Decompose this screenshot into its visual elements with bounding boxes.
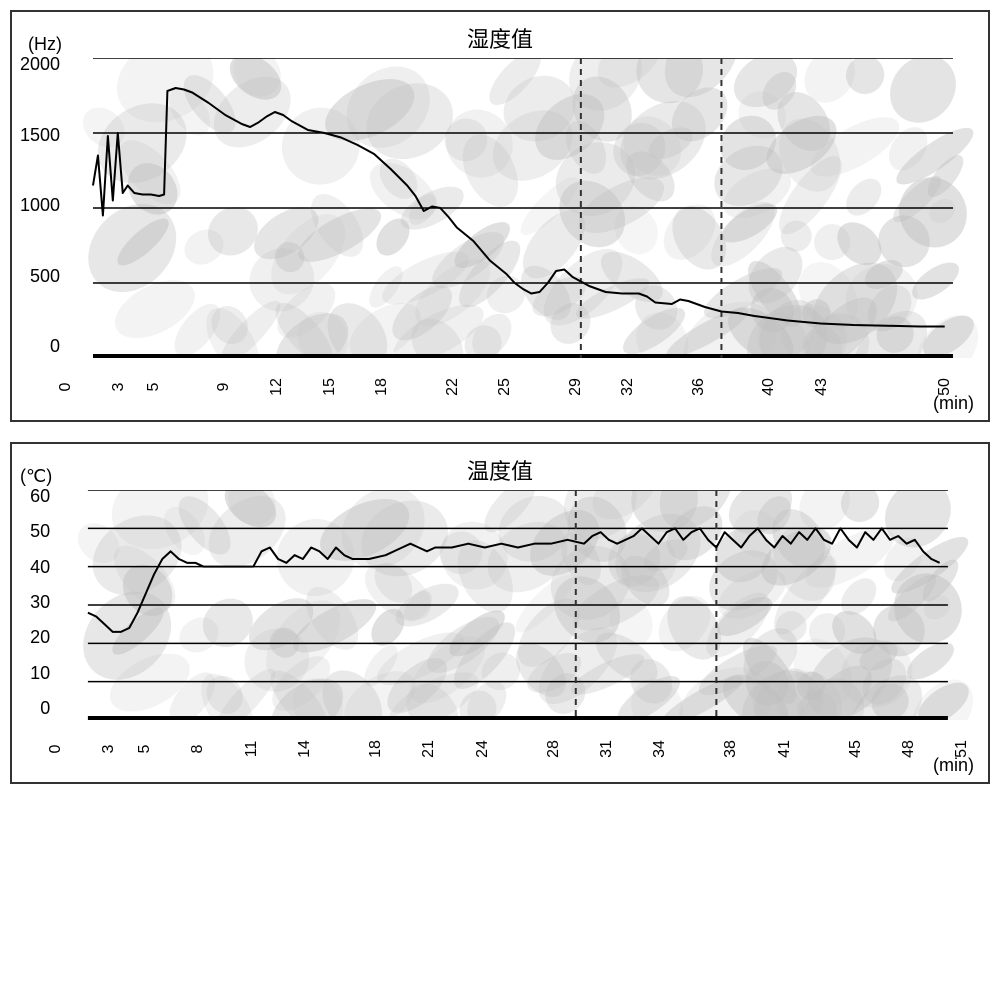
y-tick-label: 500 xyxy=(30,267,60,285)
y-tick-label: 20 xyxy=(30,628,50,646)
x-tick-label: 9 xyxy=(215,383,233,392)
x-tick-label: 18 xyxy=(367,740,385,758)
x-tick-label: 21 xyxy=(420,740,438,758)
y-tick-label: 1500 xyxy=(20,126,60,144)
x-tick-label: 14 xyxy=(296,740,314,758)
x-tick-label: 5 xyxy=(145,383,163,392)
x-axis-ticks: 03591215182225293236404350 xyxy=(66,364,980,408)
x-tick-label: 15 xyxy=(321,378,339,396)
y-tick-label: 2000 xyxy=(20,55,60,73)
x-tick-label: 18 xyxy=(373,378,391,396)
y-axis-ticks: 2000 1500 1000 500 0 xyxy=(20,55,66,355)
y-axis-unit: (℃) xyxy=(20,466,52,487)
temperature-plot xyxy=(56,490,980,720)
y-axis-unit: (Hz) xyxy=(28,34,62,55)
temperature-chart-panel: (min) 温度值 (℃) 6050403020100 035811141821… xyxy=(10,442,990,784)
x-tick-label: 25 xyxy=(496,378,514,396)
x-tick-label: 5 xyxy=(136,745,154,754)
x-tick-label: 28 xyxy=(545,740,563,758)
y-tick-label: 0 xyxy=(50,337,60,355)
x-tick-label: 0 xyxy=(57,383,75,392)
x-tick-label: 45 xyxy=(847,740,865,758)
y-tick-label: 10 xyxy=(30,664,50,682)
x-tick-label: 40 xyxy=(760,378,778,396)
x-tick-label: 3 xyxy=(110,383,128,392)
y-tick-label: 30 xyxy=(30,593,50,611)
humidity-chart-panel: (min) 湿度值 (Hz) 2000150010005000 03591215… xyxy=(10,10,990,422)
x-tick-label: 12 xyxy=(268,378,286,396)
y-tick-label: 40 xyxy=(30,558,50,576)
x-tick-label: 3 xyxy=(100,745,118,754)
x-tick-label: 11 xyxy=(243,741,261,758)
x-tick-label: 24 xyxy=(474,740,492,758)
x-tick-label: 50 xyxy=(936,378,954,396)
x-tick-label: 48 xyxy=(900,740,918,758)
y-axis-ticks: 60 50 40 30 20 10 0 xyxy=(30,487,56,717)
x-tick-label: 32 xyxy=(619,378,637,396)
x-axis-ticks: 035811141821242831343841454851 xyxy=(56,726,980,770)
chart-title: 湿度值 xyxy=(20,22,980,54)
chart-title: 温度值 xyxy=(20,454,980,486)
y-tick-label: 60 xyxy=(30,487,50,505)
x-tick-label: 8 xyxy=(189,745,207,754)
y-tick-label: 50 xyxy=(30,522,50,540)
x-tick-label: 38 xyxy=(722,740,740,758)
x-tick-label: 22 xyxy=(444,378,462,396)
x-tick-label: 0 xyxy=(47,745,65,754)
y-tick-label: 1000 xyxy=(20,196,60,214)
x-tick-label: 41 xyxy=(776,740,794,758)
x-tick-label: 36 xyxy=(690,378,708,396)
x-tick-label: 51 xyxy=(953,740,971,758)
x-tick-label: 31 xyxy=(598,740,616,758)
x-tick-label: 43 xyxy=(813,378,831,396)
x-tick-label: 34 xyxy=(651,740,669,758)
humidity-plot xyxy=(66,58,980,358)
y-tick-label: 0 xyxy=(40,699,50,717)
x-tick-label: 29 xyxy=(567,378,585,396)
